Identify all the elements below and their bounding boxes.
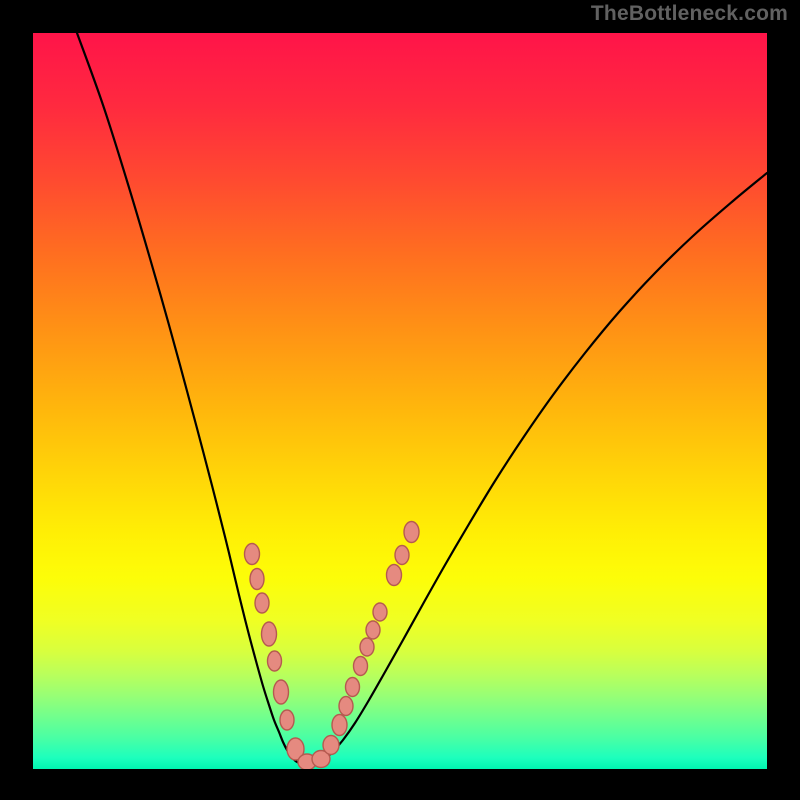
marker-point <box>255 593 269 613</box>
curve-right <box>307 173 767 764</box>
marker-point <box>387 565 402 586</box>
marker-point <box>346 678 360 697</box>
marker-point <box>395 546 409 565</box>
markers-group <box>245 522 420 770</box>
marker-point <box>404 522 419 543</box>
marker-point <box>250 569 264 590</box>
marker-point <box>354 657 368 676</box>
marker-point <box>332 715 347 736</box>
marker-point <box>274 680 289 704</box>
marker-point <box>262 622 277 646</box>
marker-point <box>339 697 353 716</box>
marker-point <box>268 651 282 671</box>
marker-point <box>360 638 374 656</box>
marker-point <box>366 621 380 639</box>
marker-point <box>323 736 339 755</box>
marker-point <box>280 710 294 730</box>
marker-point <box>373 603 387 621</box>
watermark-text: TheBottleneck.com <box>591 2 788 26</box>
plot-area <box>33 33 767 769</box>
curves-svg <box>33 33 767 769</box>
marker-point <box>245 544 260 565</box>
